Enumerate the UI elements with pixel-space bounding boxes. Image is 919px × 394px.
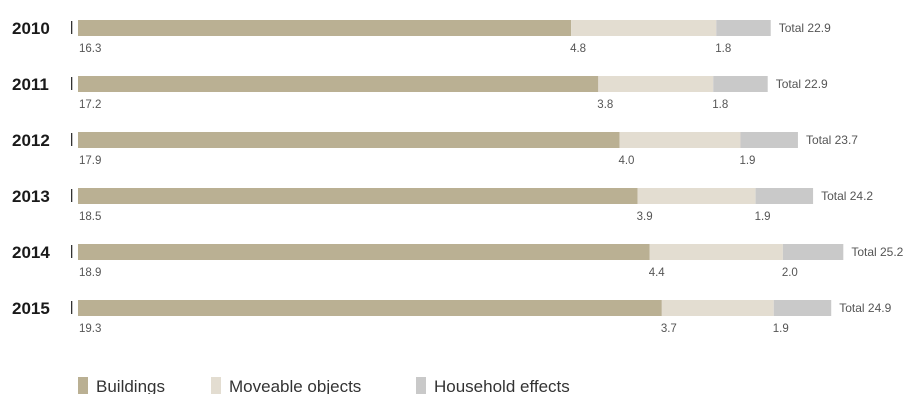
axis-tick (71, 245, 73, 258)
bar-segment-household-effects (755, 188, 814, 204)
value-label: 2.0 (782, 267, 798, 279)
bar-segment-buildings (78, 20, 572, 36)
bar-segment-moveable-objects (649, 244, 783, 260)
axis-tick (71, 21, 73, 34)
value-label: 1.8 (715, 43, 731, 55)
bar-segment-buildings (78, 244, 650, 260)
legend-swatch (416, 377, 426, 394)
bar-segment-buildings (78, 76, 599, 92)
bar-segment-buildings (78, 300, 662, 316)
value-label: 16.3 (79, 43, 101, 55)
axis-tick (71, 189, 73, 202)
legend-label: Moveable objects (229, 377, 361, 394)
total-label: Total 24.9 (839, 301, 891, 315)
bar-segment-buildings (78, 188, 638, 204)
value-label: 1.8 (712, 99, 728, 111)
bar-segment-household-effects (716, 20, 771, 36)
bar-segment-household-effects (782, 244, 844, 260)
value-label: 1.9 (739, 155, 755, 167)
legend-swatch (78, 377, 88, 394)
bar-segment-buildings (78, 132, 620, 148)
legend-swatch (211, 377, 221, 394)
total-label: Total 24.2 (821, 189, 873, 203)
total-label: Total 23.7 (806, 133, 858, 147)
bar-segment-moveable-objects (661, 300, 774, 316)
bar-segment-moveable-objects (637, 188, 756, 204)
year-label: 2013 (12, 187, 50, 206)
legend-label: Buildings (96, 377, 165, 394)
value-label: 3.8 (597, 99, 613, 111)
value-label: 3.7 (661, 323, 677, 335)
value-label: 19.3 (79, 323, 101, 335)
year-label: 2014 (12, 243, 50, 262)
legend-label: Household effects (434, 377, 570, 394)
bar-segment-household-effects (740, 132, 798, 148)
value-label: 18.5 (79, 211, 101, 223)
year-label: 2012 (12, 131, 50, 150)
year-label: 2010 (12, 19, 50, 38)
bar-segment-household-effects (773, 300, 832, 316)
value-label: 4.8 (570, 43, 586, 55)
total-label: Total 22.9 (776, 77, 828, 91)
axis-tick (71, 77, 73, 90)
year-label: 2015 (12, 299, 50, 318)
bar-segment-moveable-objects (619, 132, 741, 148)
bar-segment-household-effects (713, 76, 768, 92)
total-label: Total 22.9 (779, 21, 831, 35)
value-label: 3.9 (637, 211, 653, 223)
value-label: 4.0 (618, 155, 634, 167)
value-label: 17.9 (79, 155, 101, 167)
value-label: 17.2 (79, 99, 101, 111)
value-label: 1.9 (755, 211, 771, 223)
year-label: 2011 (12, 75, 49, 94)
axis-tick (71, 133, 73, 146)
value-label: 1.9 (773, 323, 789, 335)
axis-tick (71, 301, 73, 314)
bar-segment-moveable-objects (571, 20, 717, 36)
value-label: 4.4 (649, 267, 666, 279)
value-label: 18.9 (79, 267, 101, 279)
total-label: Total 25.2 (851, 245, 903, 259)
bar-segment-moveable-objects (598, 76, 714, 92)
